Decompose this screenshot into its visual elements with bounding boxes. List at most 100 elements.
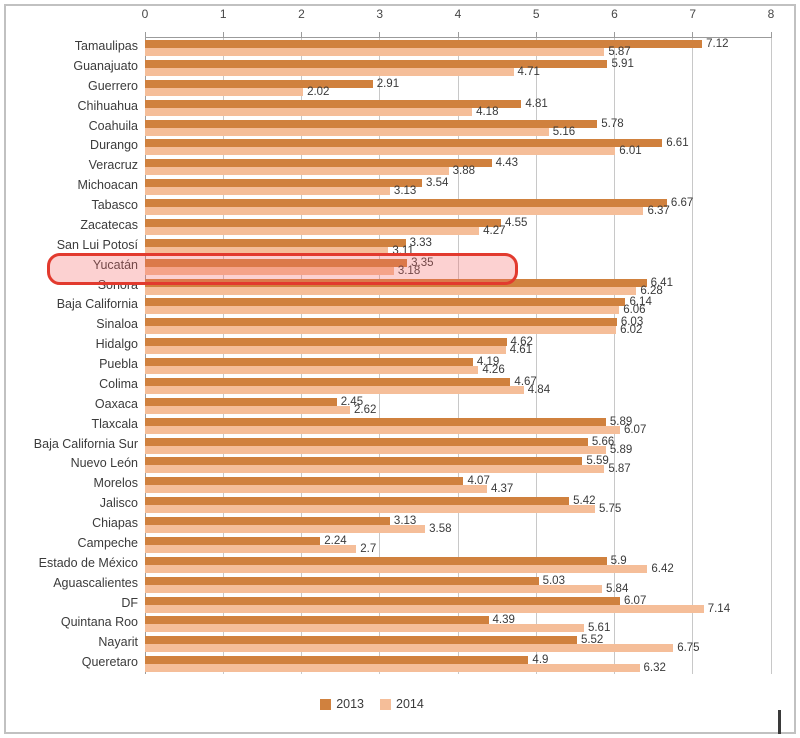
legend-swatch-2013 [320,698,332,710]
value-label-2013: 5.52 [580,634,604,647]
bar-2013 [145,497,570,506]
bar-2013 [145,437,588,446]
value-label-2013: 5.59 [586,455,609,468]
value-label-2013: 5.91 [611,57,634,70]
bar-2014 [145,127,549,136]
x-axis-tick-label: 8 [767,7,775,21]
value-label-2013: 2.24 [324,534,347,547]
category-label: Chiapas [92,516,138,530]
value-label-2013: 5.42 [573,495,596,508]
bar-2014 [145,326,617,335]
category-label: Oaxaca [94,396,138,411]
x-axis-tick-label: 7 [689,7,697,21]
value-label-2014: 4.27 [483,224,506,237]
value-label-2014: 2.7 [360,542,377,555]
category-label: Tabasco [91,198,138,212]
bar-2013 [145,656,529,665]
category-label: Tamaulipas [74,39,138,53]
value-label-2013: 6.41 [650,276,673,289]
bar-2013 [145,119,598,128]
value-label-2013: 3.54 [426,177,449,190]
bar-2013 [145,298,626,307]
bar-2014 [145,147,616,156]
value-label-2014: 5.61 [587,622,611,635]
x-axis-tick-label: 0 [141,7,149,21]
value-label-2014: 5.89 [609,443,633,456]
bar-2013 [145,99,522,108]
x-axis-tick [144,32,146,38]
x-axis-tick [301,32,302,38]
gridline [379,38,381,674]
legend-item-2014: 2014 [380,697,424,711]
value-label-2013: 2.91 [376,77,400,90]
category-label: Morelos [93,476,138,491]
category-label: Estado de México [38,555,138,570]
yucatan-highlight [47,252,518,285]
value-label-2013: 5.66 [591,435,615,448]
bar-2014 [145,385,524,394]
bar-2014 [145,226,480,235]
category-label: Jalisco [99,496,138,511]
bar-2014 [145,346,506,355]
bar-2014 [145,445,606,454]
x-axis: 0 1 2 3 4 5 6 7 8 [0,5,800,23]
value-label-2013: 6.61 [666,137,689,150]
chart-frame-border [4,4,796,734]
value-label-2013: 6.03 [620,316,644,329]
value-label-2013: 4.67 [514,375,537,388]
x-axis-tick [535,32,537,38]
category-label: Nuevo León [70,456,138,471]
value-label-2014: 3.18 [397,264,421,277]
value-label-2013: 5.03 [542,574,565,587]
value-label-2013: 5.9 [610,554,627,567]
legend-swatch-2014 [380,698,391,710]
bar-2014 [145,187,390,196]
bar-2014 [145,366,479,374]
bar-2013 [145,199,667,207]
category-label: Veracruz [88,158,138,173]
value-label-2013: 3.35 [411,256,434,269]
value-label-2014: 4.18 [476,105,499,118]
value-label-2014: 3.58 [429,523,452,535]
gridline [301,38,302,674]
bar-2014 [145,604,704,613]
category-label: Sonora [97,277,138,292]
gridline [770,38,772,674]
bar-2014 [145,266,394,275]
bar-2014 [145,465,605,474]
value-label-2014: 4.84 [527,383,551,396]
category-label: Nayarit [98,635,138,650]
value-label-2013: 3.33 [409,236,432,249]
category-label: Guerrero [87,78,138,93]
value-label-2014: 6.02 [620,324,643,337]
x-axis-tick [770,32,772,38]
cursor-artifact [778,710,781,734]
value-label-2014: 6.01 [619,145,642,158]
bar-2014 [145,286,637,295]
category-label: Queretaro [81,655,138,670]
category-label: Coahuila [88,118,138,133]
bar-2013 [145,338,507,347]
x-axis-tick-label: 3 [376,7,384,21]
bar-2014 [145,644,674,653]
category-label: Colima [99,376,138,391]
category-label: Yucatán [92,257,138,272]
value-label-2013: 4.39 [492,614,515,627]
category-label: Campeche [77,535,138,550]
bar-2014 [145,544,357,553]
legend-label-2014: 2014 [396,697,424,711]
value-label-2014: 3.88 [452,165,475,178]
value-label-2013: 7.12 [706,38,729,50]
category-label: Baja California Sur [33,436,138,451]
x-axis-tick-label: 4 [454,7,462,21]
bar-2013 [145,79,373,88]
bar-2013 [145,139,663,148]
category-label: Hidalgo [95,337,138,352]
bar-2013 [145,238,406,247]
value-label-2014: 6.75 [677,642,700,655]
category-label: Zacatecas [80,217,138,232]
value-label-2013: 6.14 [629,296,652,309]
bar-2013 [145,616,489,625]
value-label-2013: 5.78 [601,117,624,130]
